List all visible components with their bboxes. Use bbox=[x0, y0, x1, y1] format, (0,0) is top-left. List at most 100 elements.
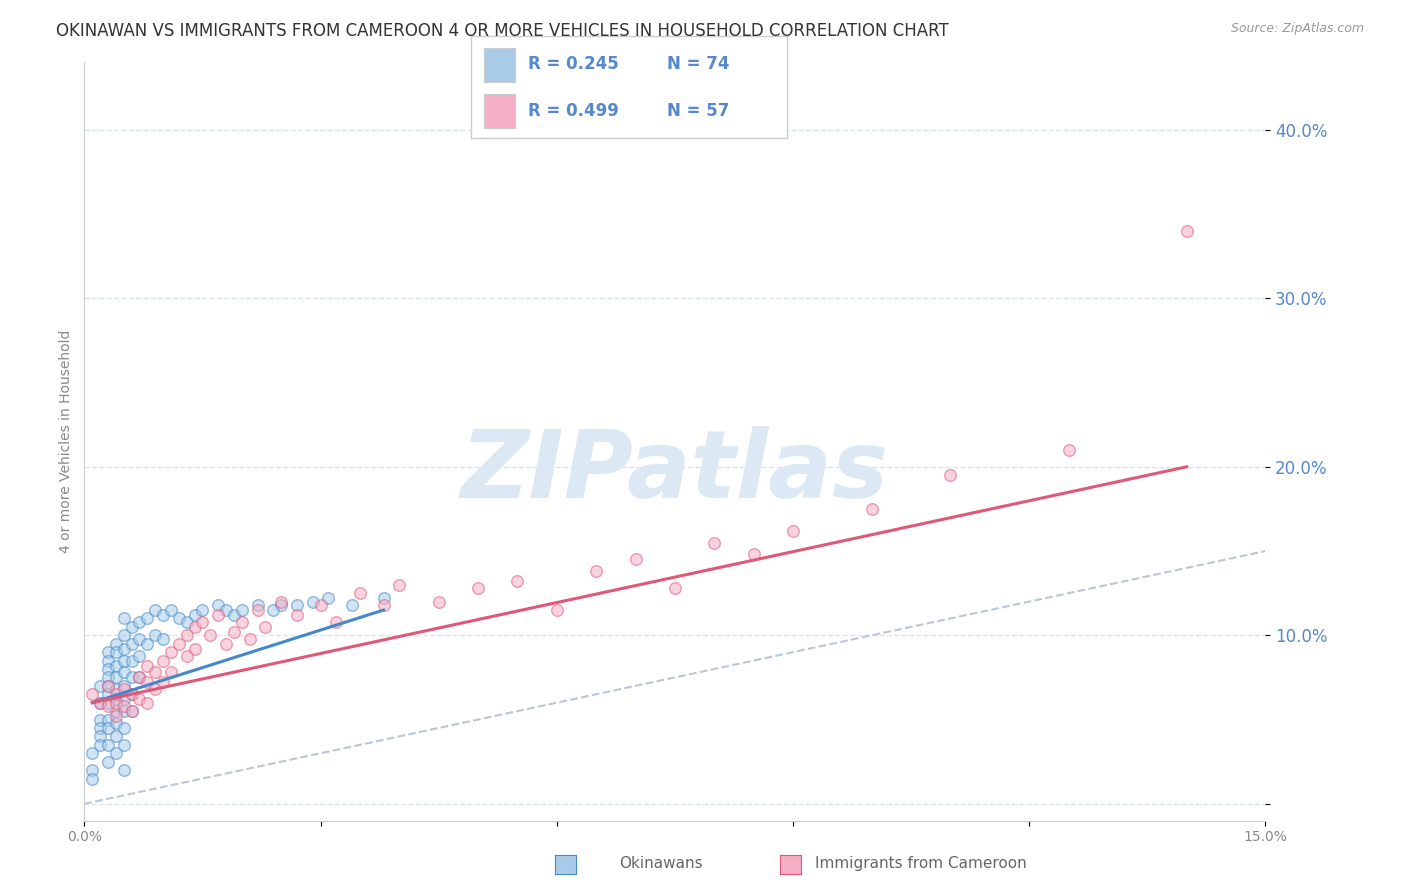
Point bbox=[104, 709, 127, 723]
Point bbox=[215, 603, 238, 617]
Point bbox=[128, 615, 150, 629]
Point bbox=[388, 578, 411, 592]
Point bbox=[270, 598, 292, 612]
Point bbox=[231, 615, 253, 629]
FancyBboxPatch shape bbox=[484, 95, 516, 128]
Point bbox=[207, 608, 229, 623]
Text: R = 0.499: R = 0.499 bbox=[529, 102, 619, 120]
Point bbox=[160, 603, 183, 617]
Point bbox=[939, 468, 962, 483]
Point bbox=[104, 658, 127, 673]
Point bbox=[231, 603, 253, 617]
Y-axis label: 4 or more Vehicles in Household: 4 or more Vehicles in Household bbox=[59, 330, 73, 553]
Point bbox=[152, 632, 174, 646]
Point bbox=[121, 670, 143, 684]
Point bbox=[104, 715, 127, 730]
Point bbox=[782, 524, 804, 538]
Point bbox=[104, 637, 127, 651]
Point bbox=[112, 738, 135, 752]
Point bbox=[97, 645, 120, 659]
FancyBboxPatch shape bbox=[484, 48, 516, 82]
Point bbox=[176, 615, 198, 629]
Point bbox=[152, 675, 174, 690]
Text: OKINAWAN VS IMMIGRANTS FROM CAMEROON 4 OR MORE VEHICLES IN HOUSEHOLD CORRELATION: OKINAWAN VS IMMIGRANTS FROM CAMEROON 4 O… bbox=[56, 22, 949, 40]
Point bbox=[97, 696, 120, 710]
Point bbox=[104, 730, 127, 744]
Point bbox=[112, 721, 135, 735]
Point bbox=[104, 670, 127, 684]
Point bbox=[167, 637, 190, 651]
Point bbox=[97, 687, 120, 701]
Point bbox=[664, 581, 686, 595]
Point bbox=[112, 611, 135, 625]
Point bbox=[112, 704, 135, 718]
Point bbox=[215, 637, 238, 651]
Point bbox=[254, 620, 277, 634]
Point bbox=[318, 591, 340, 606]
Point bbox=[104, 704, 127, 718]
Point bbox=[89, 713, 111, 727]
Point bbox=[143, 603, 166, 617]
Point bbox=[246, 603, 269, 617]
Point bbox=[121, 654, 143, 668]
Point bbox=[121, 687, 143, 701]
Point bbox=[104, 696, 127, 710]
Point bbox=[143, 665, 166, 680]
Point bbox=[97, 755, 120, 769]
Point bbox=[112, 692, 135, 706]
Point bbox=[270, 594, 292, 608]
Point bbox=[262, 603, 284, 617]
Point bbox=[128, 632, 150, 646]
Point bbox=[112, 628, 135, 642]
Point bbox=[128, 670, 150, 684]
Point bbox=[136, 637, 159, 651]
Point bbox=[112, 763, 135, 777]
Point bbox=[222, 608, 245, 623]
Point bbox=[309, 598, 332, 612]
Point bbox=[183, 620, 205, 634]
Point bbox=[89, 738, 111, 752]
Point bbox=[285, 608, 308, 623]
Point bbox=[506, 574, 529, 589]
Point bbox=[97, 721, 120, 735]
Point bbox=[427, 594, 450, 608]
Point bbox=[128, 648, 150, 663]
Point bbox=[349, 586, 371, 600]
Point bbox=[703, 535, 725, 549]
Point bbox=[373, 591, 395, 606]
Point bbox=[82, 687, 104, 701]
Point bbox=[97, 662, 120, 676]
Point bbox=[183, 608, 205, 623]
Text: Okinawans: Okinawans bbox=[619, 856, 702, 871]
Point bbox=[128, 670, 150, 684]
Point bbox=[112, 682, 135, 697]
Point bbox=[585, 564, 607, 578]
Point bbox=[82, 763, 104, 777]
Point bbox=[373, 598, 395, 612]
Text: Immigrants from Cameroon: Immigrants from Cameroon bbox=[815, 856, 1028, 871]
Point bbox=[546, 603, 568, 617]
Point bbox=[89, 696, 111, 710]
Point bbox=[860, 502, 883, 516]
Point bbox=[121, 687, 143, 701]
Point bbox=[89, 679, 111, 693]
Point bbox=[191, 603, 214, 617]
Text: ZIPatlas: ZIPatlas bbox=[461, 425, 889, 518]
Point bbox=[325, 615, 347, 629]
Point bbox=[97, 679, 120, 693]
Point bbox=[89, 696, 111, 710]
Point bbox=[112, 699, 135, 714]
Point bbox=[152, 654, 174, 668]
Point bbox=[104, 692, 127, 706]
Point bbox=[112, 641, 135, 656]
Point bbox=[191, 615, 214, 629]
Point bbox=[742, 548, 765, 562]
Point bbox=[104, 682, 127, 697]
Text: R = 0.245: R = 0.245 bbox=[529, 55, 619, 73]
Point bbox=[97, 679, 120, 693]
Point bbox=[82, 772, 104, 786]
Point bbox=[176, 628, 198, 642]
Point bbox=[121, 620, 143, 634]
Point bbox=[89, 730, 111, 744]
Point bbox=[285, 598, 308, 612]
